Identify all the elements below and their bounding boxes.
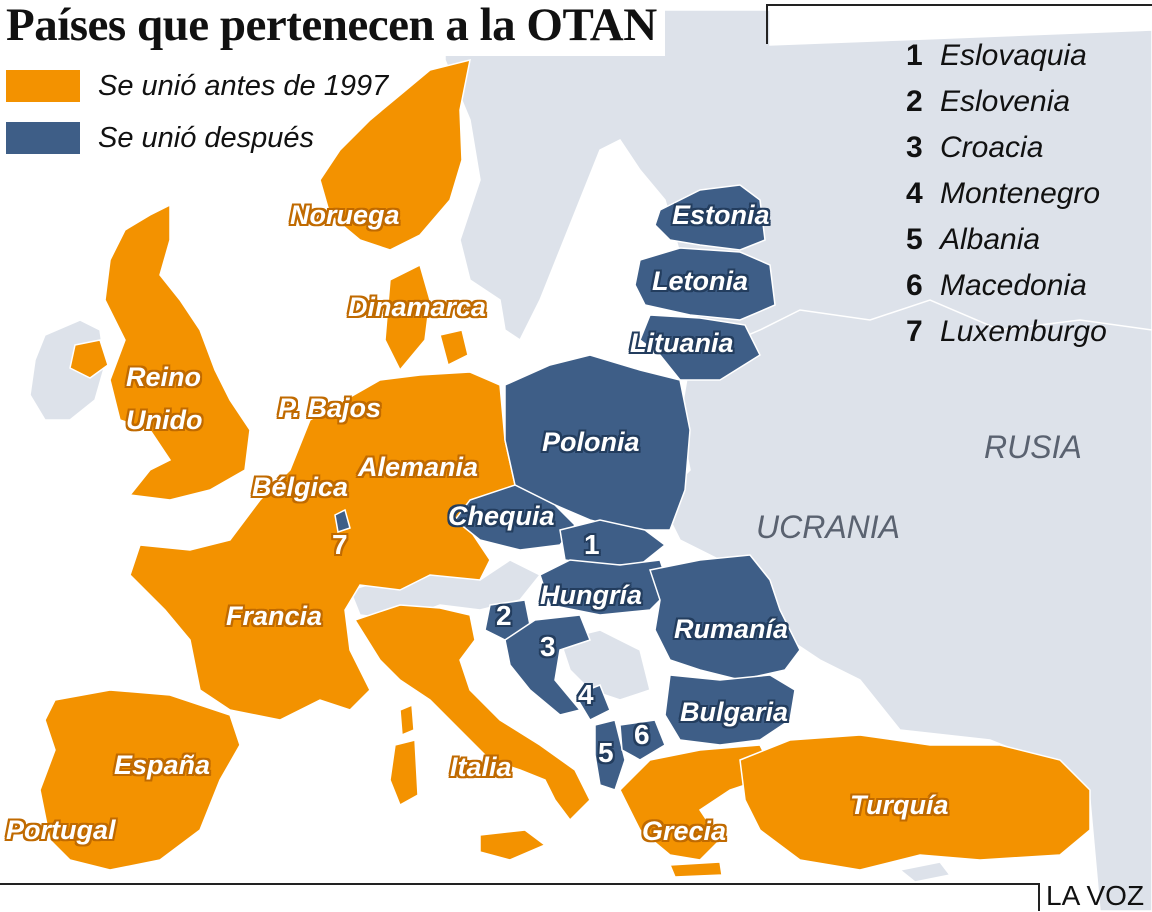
key-item: 4 Montenegro [906,177,1101,210]
northern-ireland-shape [69,339,109,379]
key-item: 2 Eslovenia [906,85,1071,118]
luxembourg-shape [334,508,351,533]
legend-swatch-after [6,122,80,154]
label-num-5: 5 [598,737,614,768]
label-num-3: 3 [540,631,556,662]
label-polonia: Polonia [542,427,640,457]
label-num-2: 2 [496,600,512,631]
label-p-bajos: P. Bajos [278,393,382,423]
label-francia: Francia [226,601,323,631]
lithuania-shape [639,314,761,381]
label-chequia: Chequia [448,501,555,531]
source-credit: LA VOZ [1046,880,1145,911]
denmark-shape [384,263,431,372]
label-turquia: Turquía [850,790,949,820]
label-italia: Italia [450,752,512,782]
germany-france-benelux-shape [129,371,516,721]
label-lituania: Lituania [630,328,734,358]
key-item: 6 Macedonia [906,269,1087,302]
czechia-shape [453,484,576,551]
albania-shape [594,719,626,791]
label-ucrania: UCRANIA [756,509,901,545]
turkey-shape [739,734,1091,871]
montenegro-shape [573,684,611,721]
cyprus-land [898,861,952,883]
label-num-1: 1 [584,529,600,560]
label-alemania: Alemania [358,452,479,482]
label-portugal: Portugal [6,815,116,845]
label-num-6: 6 [634,719,650,750]
croatia-shape [504,614,591,716]
key-item: 7 Luxemburgo [906,315,1107,348]
label-dinamarca: Dinamarca [348,292,487,322]
label-hungria: Hungría [540,580,643,610]
label-num-4: 4 [578,679,594,710]
belarus-ukraine-land [659,299,1152,911]
estonia-shape [654,184,766,251]
norway-shape [319,58,471,251]
greece-shape [619,744,777,861]
balkans-land [559,629,651,701]
label-rumania: Rumanía [674,614,789,644]
label-unido: Unido [126,405,203,435]
label-espana: España [114,750,211,780]
bulgaria-shape [664,674,796,746]
macedonia-shape [619,719,666,761]
label-num-7: 7 [332,529,348,560]
legend-label-after: Se unió después [98,122,315,154]
crete-shape [668,861,723,878]
label-grecia: Grecia [642,816,727,846]
legend-label-before: Se unió antes de 1997 [98,70,389,102]
members-before-1997 [39,58,1091,878]
footer-rule-tick [1038,883,1040,911]
label-letonia: Letonia [652,266,749,296]
key-item: 5 Albania [906,223,1041,256]
footer-rule [0,883,1040,885]
corsica-shape [399,703,415,737]
label-estonia: Estonia [672,200,770,230]
latvia-shape [634,247,776,321]
members-after-1997 [334,184,801,791]
romania-shape [649,554,801,681]
sicily-shape [479,829,547,861]
legend-swatch-before [6,70,80,102]
page-title: Países que pertenecen a la OTAN [4,0,665,56]
label-belgica: Bélgica [252,472,349,502]
key-item: 1 Eslovaquia [906,39,1087,72]
zealand-shape [439,329,469,367]
label-rusia: RUSIA [984,429,1082,465]
label-noruega: Noruega [290,200,400,230]
label-bulgaria: Bulgaria [680,697,789,727]
italy-shape [353,604,591,822]
numbered-key: 1 Eslovaquia 2 Eslovenia 3 Croacia 4 Montene… [906,36,1107,358]
top-rule [766,4,1152,6]
iberia-shape [39,689,241,871]
key-item: 3 Croacia [906,131,1044,164]
great-britain-shape [104,203,251,501]
top-rule-tick [766,4,768,44]
label-reino: Reino [126,362,202,392]
sardinia-shape [389,739,419,807]
